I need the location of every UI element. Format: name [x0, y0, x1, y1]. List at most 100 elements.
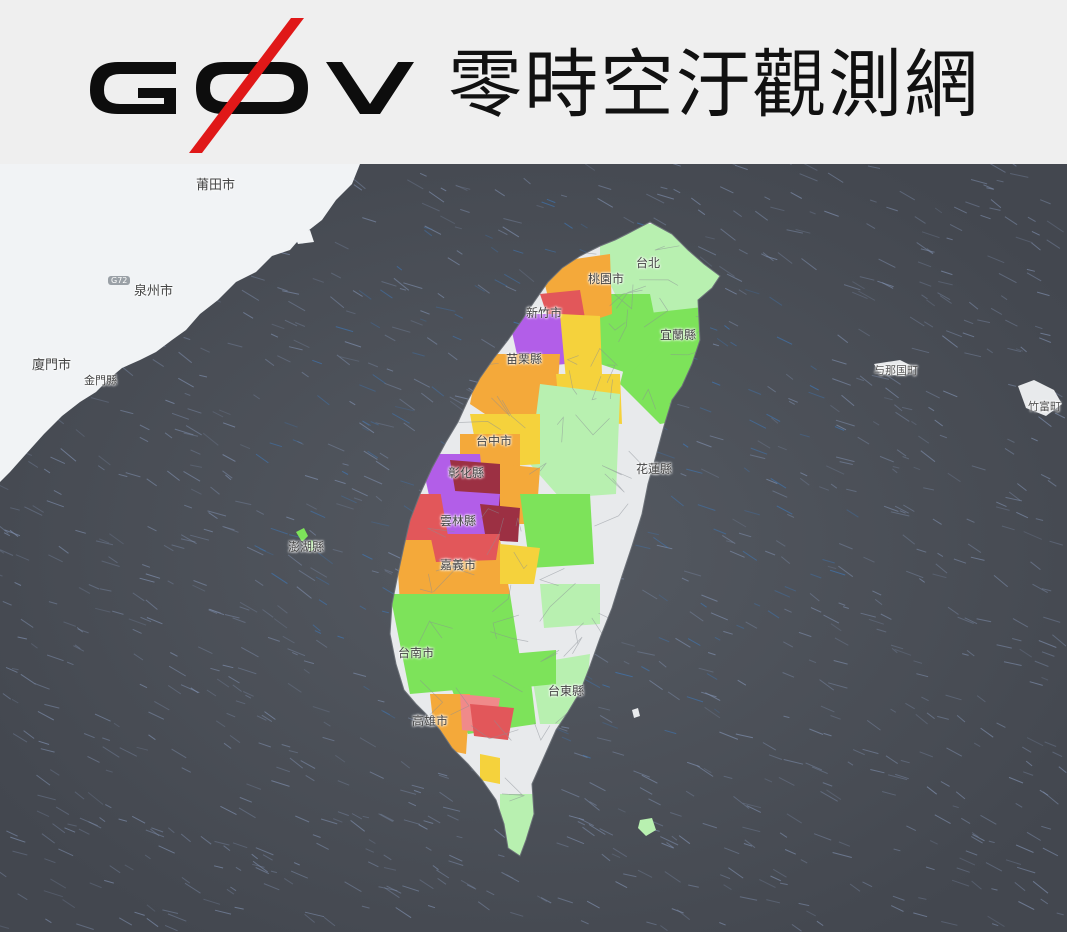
region-chiayi-red[interactable] — [430, 534, 500, 562]
wind-streak — [959, 857, 976, 866]
region-central-mountain[interactable] — [530, 384, 620, 498]
wind-streak — [787, 513, 795, 518]
wind-streak — [99, 588, 112, 592]
wind-streak — [1034, 325, 1043, 330]
wind-streak — [222, 525, 239, 533]
wind-streak — [940, 270, 953, 276]
wind-streak — [911, 347, 930, 354]
wind-streak — [965, 201, 980, 208]
wind-streak — [284, 422, 298, 428]
wind-streak — [786, 813, 802, 824]
wind-streak — [1049, 540, 1063, 546]
wind-streak — [779, 832, 788, 838]
wind-streak — [940, 781, 950, 787]
wind-streak — [252, 863, 265, 868]
wind-streak — [750, 447, 768, 455]
region-alishan-yellow[interactable] — [500, 544, 540, 584]
wind-streak — [961, 817, 971, 825]
wind-streak — [87, 792, 104, 805]
wind-streak — [11, 668, 19, 671]
wind-streak — [770, 875, 782, 882]
wind-streak — [148, 734, 156, 741]
wind-streak — [946, 747, 963, 757]
wind-streak — [689, 611, 704, 622]
wind-streak — [710, 612, 728, 621]
wind-streak — [1042, 847, 1059, 857]
wind-streak — [594, 653, 609, 663]
region-pingtung-yellow[interactable] — [480, 754, 500, 784]
wind-streak — [584, 798, 600, 811]
wind-streak — [146, 478, 157, 487]
wind-streak — [494, 189, 505, 197]
wind-streak — [239, 796, 252, 803]
wind-streak — [916, 242, 934, 255]
wind-streak — [375, 422, 395, 428]
wind-streak — [761, 253, 768, 258]
wind-streak — [1041, 651, 1055, 657]
wind-streak — [726, 273, 743, 282]
wind-streak — [765, 550, 776, 556]
wind-streak — [1012, 164, 1017, 167]
wind-streak — [222, 454, 236, 462]
taiwan-coastline — [389, 221, 721, 857]
wind-streak — [395, 406, 415, 412]
wind-streak — [407, 179, 424, 190]
wind-streak — [841, 394, 855, 407]
wind-streak — [301, 371, 309, 378]
wind-streak — [309, 529, 317, 536]
map-canvas[interactable] — [0, 164, 1067, 932]
wind-streak — [980, 814, 997, 825]
region-tainan[interactable] — [390, 594, 524, 694]
wind-streak — [544, 248, 556, 253]
wind-streak — [181, 876, 191, 884]
wind-streak — [180, 534, 197, 545]
wind-streak — [53, 489, 62, 496]
wind-streak — [455, 185, 471, 190]
wind-streak — [267, 636, 280, 642]
wind-streak — [830, 404, 840, 413]
wind-streak — [985, 862, 1003, 872]
wind-streak — [719, 922, 726, 926]
wind-streak — [682, 443, 689, 448]
wind-streak — [892, 466, 900, 469]
wind-streak — [822, 782, 833, 787]
wind-streak — [996, 644, 1012, 649]
wind-streak — [270, 870, 278, 874]
wind-streak — [337, 811, 349, 817]
air-quality-map[interactable]: 莆田市 G72 泉州市 廈門市 金門縣 澎湖縣 桃園市 台北 新竹市 苗栗縣 宜… — [0, 164, 1067, 932]
region-kaohsiung-red[interactable] — [470, 704, 514, 740]
region-hualien-green[interactable] — [540, 584, 600, 628]
wind-streak — [1015, 844, 1034, 853]
wind-streak — [675, 637, 691, 648]
wind-streak — [598, 706, 611, 711]
wind-streak — [776, 336, 793, 345]
district-border — [492, 614, 520, 639]
wind-streak — [1031, 242, 1041, 251]
wind-streak — [671, 908, 684, 914]
wind-streak — [208, 512, 218, 520]
wind-streak — [184, 392, 191, 396]
wind-streak — [252, 860, 268, 873]
wind-streak — [891, 648, 898, 654]
wind-streak — [229, 734, 241, 744]
wind-streak — [171, 748, 187, 759]
region-douliu-maroon[interactable] — [480, 504, 520, 542]
wind-streak — [767, 385, 776, 393]
wind-streak — [599, 828, 614, 836]
region-miaoli-yellow[interactable] — [560, 314, 602, 380]
wind-streak — [148, 711, 165, 720]
wind-streak — [132, 592, 145, 602]
wind-streak — [766, 478, 778, 485]
wind-streak — [293, 339, 310, 349]
wind-streak — [988, 840, 995, 844]
label-yunlin: 雲林縣 — [440, 514, 477, 528]
wind-streak — [749, 419, 767, 429]
wind-streak — [965, 850, 978, 856]
wind-streak — [921, 231, 940, 239]
gov-logo[interactable]: GØV — [88, 18, 414, 153]
wind-streak — [216, 678, 230, 688]
wind-streak — [771, 417, 779, 424]
wind-streak — [885, 755, 898, 765]
wind-streak — [297, 440, 304, 445]
